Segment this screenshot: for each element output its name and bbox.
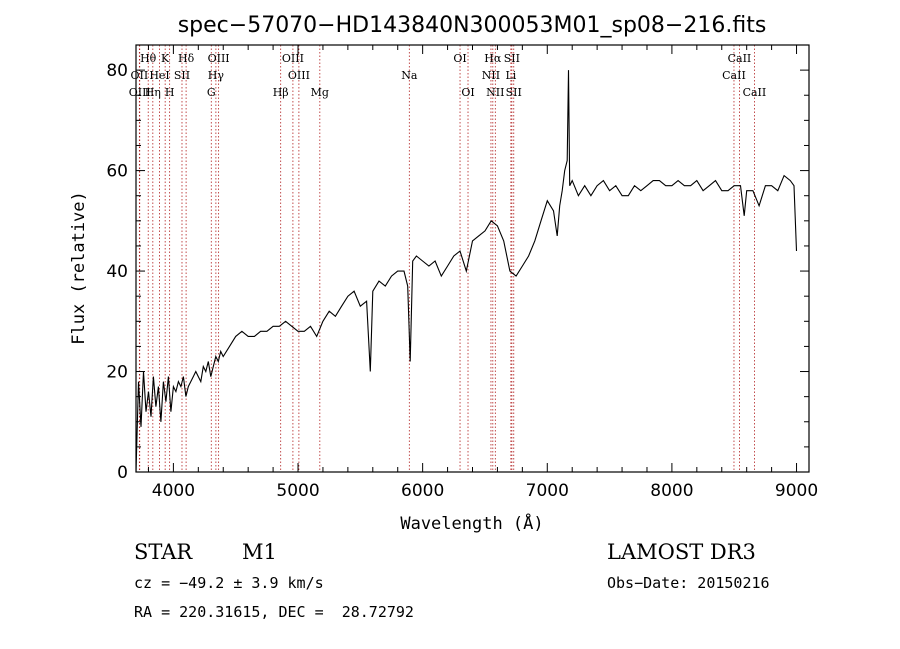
spectral-line-label: OIII [288, 69, 310, 82]
spectral-line-label: SII [174, 69, 190, 82]
y-axis-ticks: 0 20 40 60 80 [106, 44, 809, 483]
redshift-cz: cz = −49.2 ± 3.9 km/s [134, 574, 324, 592]
spectral-line-label: Na [401, 69, 418, 82]
spectral-line-label: HeI [149, 69, 169, 82]
spectral-line-label: Li [505, 69, 516, 82]
spectral-line-label: NII [486, 86, 504, 99]
spectral-line-label: OI [453, 52, 466, 65]
x-tick-label: 6000 [401, 481, 444, 501]
y-tick-label: 40 [106, 262, 128, 282]
spectral-line-label: H [165, 86, 175, 99]
y-tick-label: 0 [117, 463, 128, 483]
spectral-line-label: OII [131, 69, 149, 82]
spectral-line-markers [138, 45, 755, 472]
spectral-line-label: Hδ [178, 52, 195, 65]
spectral-line-label: OIII [208, 52, 230, 65]
spectral-line-label: G [207, 86, 216, 99]
spectral-line-label: NII [482, 69, 500, 82]
x-tick-label: 9000 [775, 481, 818, 501]
spectrum-series-line [135, 70, 798, 473]
spectral-line-label: Hβ [273, 86, 289, 99]
x-tick-label: 4000 [152, 481, 195, 501]
x-tick-label: 5000 [276, 481, 319, 501]
spectral-line-label: Hα [484, 52, 502, 65]
spectral-line-label: K [161, 52, 170, 65]
object-subclass: M1 [242, 540, 277, 564]
spectral-line-label: CaII [728, 52, 752, 65]
observation-date: Obs−Date: 20150216 [607, 574, 770, 592]
spectral-line-label: CaII [743, 86, 767, 99]
object-class: STAR [134, 540, 193, 564]
survey-name: LAMOST DR3 [607, 540, 756, 564]
x-axis-label: Wavelength (Å) [400, 512, 543, 534]
spectral-line-label: OI [461, 86, 474, 99]
plot-frame [135, 44, 810, 473]
spectral-line-label: CaII [722, 69, 746, 82]
spectral-line-label: SII [506, 86, 522, 99]
spectral-line-label: OIII [282, 52, 304, 65]
spectral-line-label: SII [504, 52, 520, 65]
spectral-line-label: Hη [145, 86, 161, 99]
x-tick-label: 8000 [650, 481, 693, 501]
y-tick-label: 60 [106, 162, 128, 182]
x-axis-ticks: 4000 5000 6000 7000 8000 9000 [147, 45, 818, 501]
spectral-line-label: Hθ [140, 52, 157, 65]
spectral-line-label: OIII [129, 86, 151, 99]
y-tick-label: 20 [106, 363, 128, 383]
ra-dec-coordinates: RA = 220.31615, DEC = 28.72792 [134, 603, 414, 621]
x-tick-label: 7000 [526, 481, 569, 501]
chart-title: spec−57070−HD143840N300053M01_sp08−216.f… [178, 13, 767, 38]
y-tick-label: 80 [106, 61, 128, 81]
spectral-line-label: Hγ [208, 69, 225, 82]
y-axis-label: Flux (relative) [69, 191, 89, 345]
spectral-line-label: Mg [311, 86, 329, 99]
